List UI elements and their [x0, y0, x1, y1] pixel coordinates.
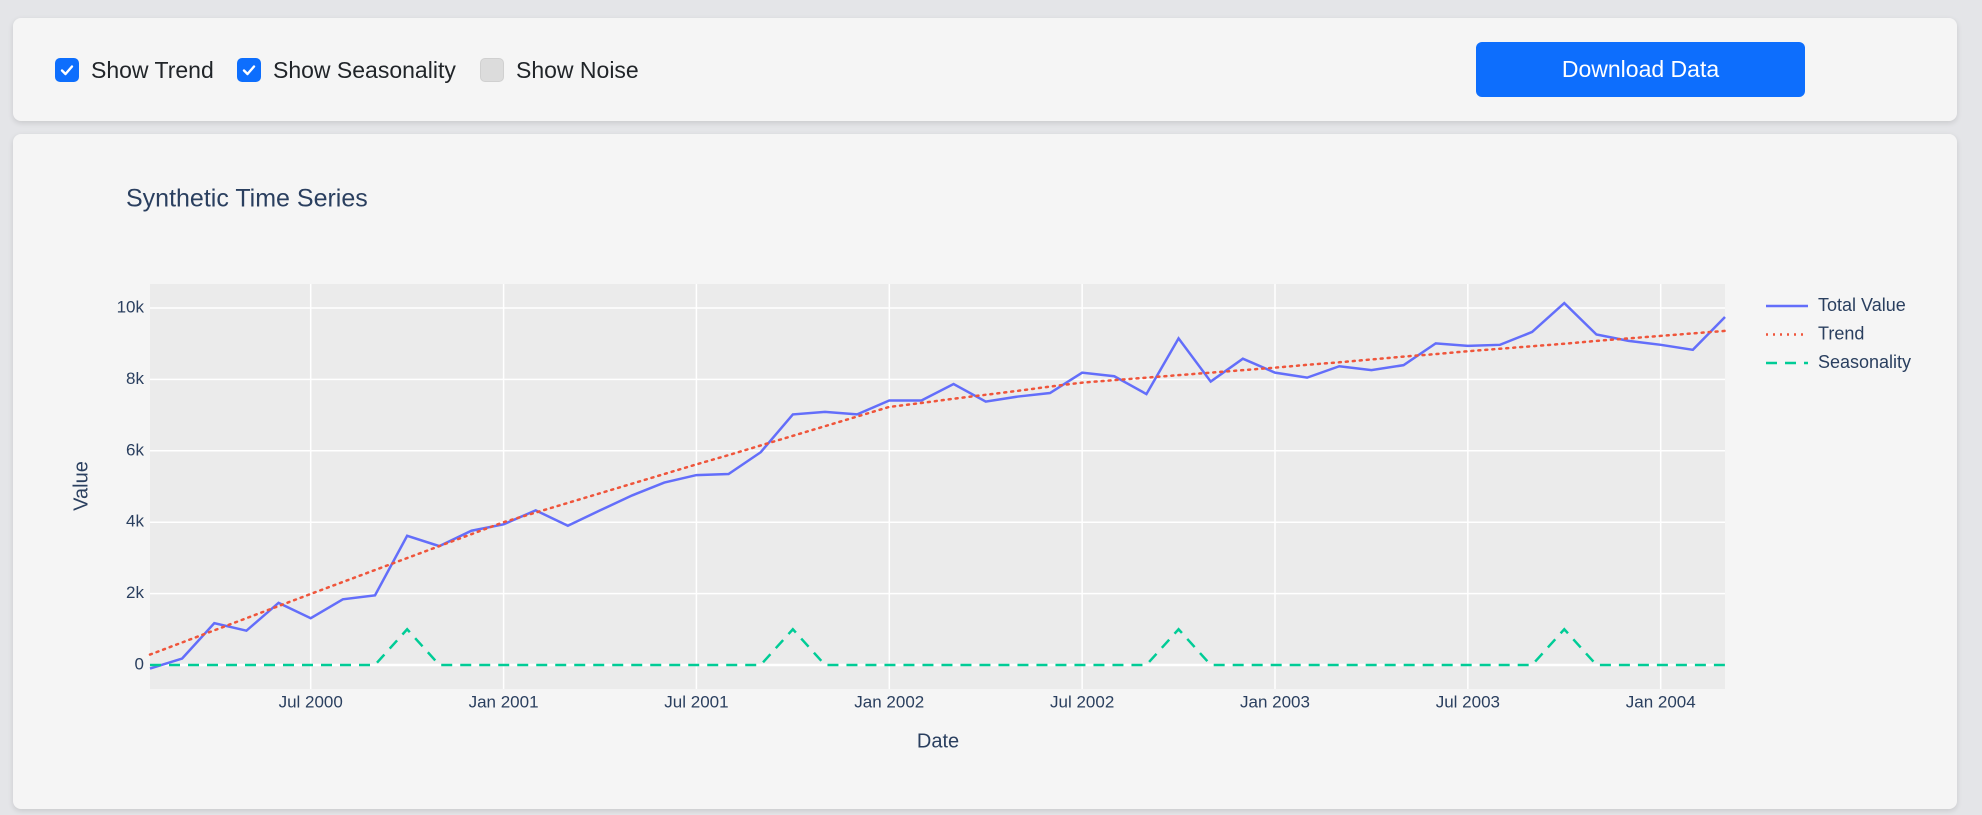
x-tick-label: Jan 2002	[854, 692, 924, 711]
series-line	[148, 329, 1727, 656]
checkbox-box[interactable]	[55, 58, 79, 82]
controls-card: Show Trend Show Seasonality Show Noise D…	[13, 18, 1957, 121]
y-axis-title: Value	[70, 461, 92, 511]
y-tick-label: 8k	[126, 369, 144, 388]
checkbox-label: Show Trend	[91, 56, 214, 83]
series-line	[149, 301, 1726, 670]
legend-label: Total Value	[1818, 295, 1906, 315]
y-tick-label: 0	[135, 654, 144, 673]
series-line	[150, 627, 1725, 667]
y-tick-label: 2k	[126, 583, 144, 602]
chart-title: Synthetic Time Series	[126, 185, 368, 213]
x-tick-label: Jul 2001	[664, 692, 728, 711]
checkmark	[60, 65, 74, 76]
checkbox-box[interactable]	[237, 58, 261, 82]
x-tick-label: Jul 2002	[1050, 692, 1114, 711]
x-tick-label: Jan 2003	[1240, 692, 1310, 711]
checkbox[interactable]: Show Noise	[480, 56, 639, 84]
chart: Synthetic Time Series Date Value Jul 200…	[70, 185, 1911, 753]
legend-label: Trend	[1818, 323, 1864, 343]
x-tick-label: Jul 2003	[1436, 692, 1500, 711]
x-tick-label: Jul 2000	[279, 692, 343, 711]
checkbox[interactable]: Show Trend	[55, 56, 214, 84]
download-button[interactable]: Download Data	[1476, 42, 1805, 97]
x-tick-label: Jan 2001	[469, 692, 539, 711]
checkbox-box[interactable]	[480, 58, 504, 82]
plot-area	[150, 284, 1725, 689]
chart-card: Synthetic Time Series Date Value Jul 200…	[13, 134, 1957, 809]
checkbox-label: Show Seasonality	[273, 56, 456, 83]
y-tick-label: 10k	[117, 298, 145, 317]
legend-label: Seasonality	[1818, 352, 1911, 372]
x-axis-title: Date	[917, 730, 959, 752]
checkmark	[242, 65, 256, 76]
checkbox-label: Show Noise	[516, 56, 639, 83]
checkbox[interactable]: Show Seasonality	[237, 56, 456, 84]
x-tick-label: Jan 2004	[1626, 692, 1696, 711]
y-tick-label: 4k	[126, 512, 144, 531]
y-tick-label: 6k	[126, 440, 144, 459]
